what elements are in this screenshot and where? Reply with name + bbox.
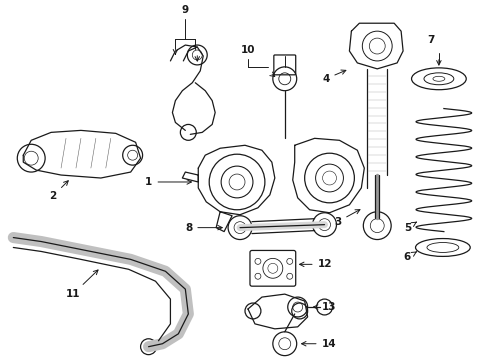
Text: 9: 9 xyxy=(182,5,189,15)
Text: 13: 13 xyxy=(314,302,336,312)
Text: 7: 7 xyxy=(427,35,435,45)
Text: 14: 14 xyxy=(301,339,336,349)
Text: 8: 8 xyxy=(185,222,222,233)
Text: 6: 6 xyxy=(404,252,416,262)
Text: 1: 1 xyxy=(145,177,192,187)
Text: 11: 11 xyxy=(66,270,98,299)
Text: 3: 3 xyxy=(334,210,360,227)
Text: 4: 4 xyxy=(322,70,346,84)
Text: 2: 2 xyxy=(49,181,68,201)
Text: 12: 12 xyxy=(299,259,332,269)
Text: 5: 5 xyxy=(404,222,416,233)
Text: 10: 10 xyxy=(241,45,255,55)
